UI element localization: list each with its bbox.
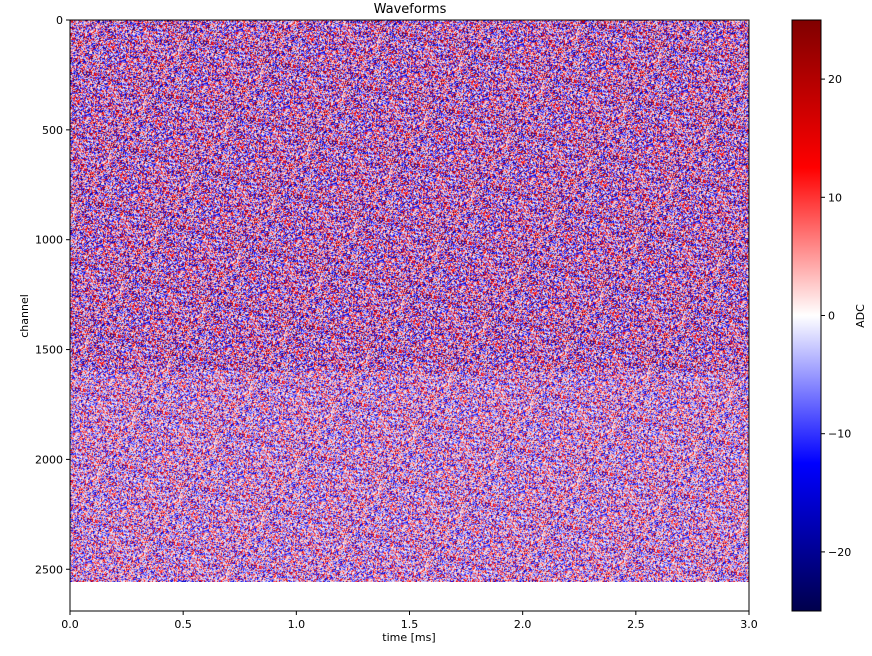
colorbar-tick-label: −10 bbox=[828, 428, 851, 441]
colorbar-tick-label: 10 bbox=[828, 191, 842, 204]
y-tick-label: 2500 bbox=[35, 563, 63, 576]
colorbar-gradient bbox=[791, 19, 822, 612]
chart-title: Waveforms bbox=[374, 2, 447, 17]
waveform-heatmap bbox=[70, 20, 749, 582]
y-tick-label: 1000 bbox=[35, 234, 63, 247]
colorbar: 20 10 0 −10 −20 ADC bbox=[791, 19, 867, 612]
x-tick-label: 2.5 bbox=[627, 618, 645, 631]
colorbar-label: ADC bbox=[854, 304, 867, 328]
plot-area bbox=[69, 19, 750, 612]
x-axis-label: time [ms] bbox=[382, 631, 435, 644]
y-tick-label: 500 bbox=[42, 124, 63, 137]
y-tick-label: 0 bbox=[56, 14, 63, 27]
y-tick-label: 1500 bbox=[35, 344, 63, 357]
x-tick-label: 3.0 bbox=[740, 618, 758, 631]
x-tick-label: 0.5 bbox=[174, 618, 192, 631]
y-tick-label: 2000 bbox=[35, 453, 63, 466]
colorbar-tick-label: −20 bbox=[828, 546, 851, 559]
x-tick-label: 1.0 bbox=[288, 618, 306, 631]
x-axis: 0.0 0.5 1.0 1.5 2.0 2.5 3.0 bbox=[61, 611, 758, 631]
colorbar-tick-label: 20 bbox=[828, 73, 842, 86]
y-axis: 0 500 1000 1500 2000 2500 bbox=[35, 14, 70, 576]
x-tick-label: 1.5 bbox=[401, 618, 419, 631]
x-tick-label: 2.0 bbox=[514, 618, 532, 631]
colorbar-tick-label: 0 bbox=[828, 310, 835, 323]
y-axis-label: channel bbox=[18, 294, 31, 338]
x-tick-label: 0.0 bbox=[61, 618, 79, 631]
